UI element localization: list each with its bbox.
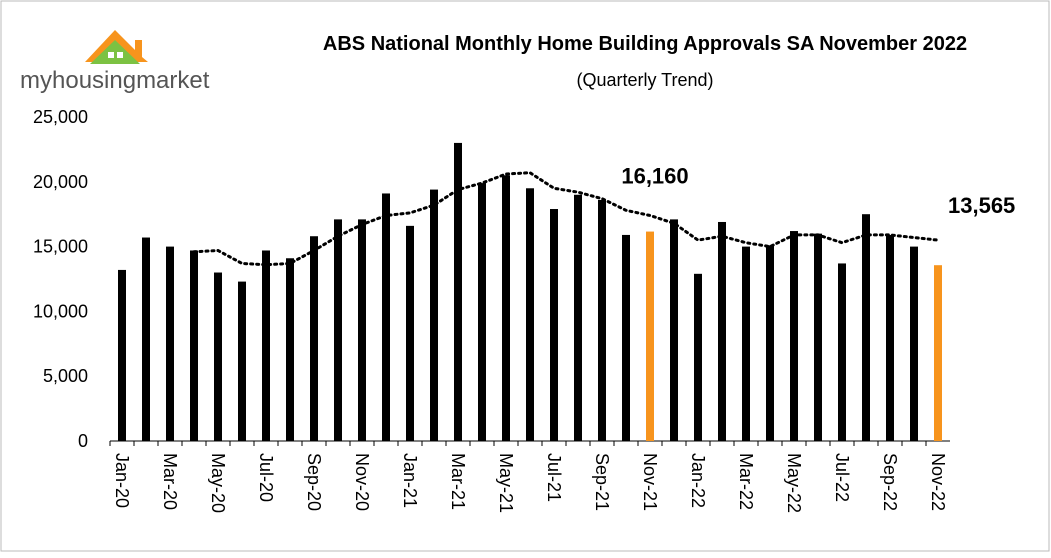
bar xyxy=(910,246,918,441)
bar xyxy=(670,219,678,441)
bar xyxy=(262,250,270,441)
bar xyxy=(430,189,438,441)
x-tick-label: Jul-21 xyxy=(544,453,564,502)
logo-house xyxy=(90,40,140,64)
logo: myhousingmarket xyxy=(20,30,210,94)
x-tick-label: Nov-20 xyxy=(352,453,372,511)
x-tick-label: Jan-20 xyxy=(112,453,132,508)
data-label: 13,565 xyxy=(948,193,1015,218)
bar xyxy=(214,272,222,441)
bar xyxy=(238,281,246,441)
bar xyxy=(118,269,126,441)
bar xyxy=(814,233,822,441)
x-tick-label: Sep-20 xyxy=(304,453,324,511)
bar xyxy=(142,237,150,441)
bar xyxy=(478,183,486,441)
bar xyxy=(862,214,870,441)
x-tick-label: May-22 xyxy=(784,453,804,513)
chart-subtitle: (Quarterly Trend) xyxy=(576,70,713,90)
trend-line xyxy=(192,171,940,267)
bar xyxy=(286,258,294,441)
x-tick-label: May-21 xyxy=(496,453,516,513)
bar xyxy=(502,175,510,441)
y-tick-label: 5,000 xyxy=(43,366,88,386)
bar xyxy=(694,273,702,441)
data-label: 16,160 xyxy=(621,164,688,189)
bar xyxy=(382,193,390,441)
bar xyxy=(742,246,750,441)
x-tick-label: Sep-22 xyxy=(880,453,900,511)
x-tick-label: Mar-20 xyxy=(160,453,180,510)
bar xyxy=(790,231,798,441)
x-tick-label: Nov-22 xyxy=(928,453,948,511)
bar xyxy=(406,225,414,441)
bar xyxy=(334,219,342,441)
bar xyxy=(550,209,558,441)
bar xyxy=(598,199,606,441)
bar xyxy=(526,188,534,441)
logo-window xyxy=(117,52,123,58)
bar xyxy=(838,263,846,441)
x-tick-label: Mar-22 xyxy=(736,453,756,510)
x-tick-label: Jan-21 xyxy=(400,453,420,508)
bar xyxy=(886,234,894,441)
bar xyxy=(718,221,726,441)
y-tick-label: 0 xyxy=(78,431,88,451)
bar xyxy=(646,231,654,441)
bar xyxy=(358,219,366,441)
bar xyxy=(766,245,774,441)
x-tick-label: May-20 xyxy=(208,453,228,513)
bar xyxy=(934,265,942,441)
x-tick-label: Jul-20 xyxy=(256,453,276,502)
logo-text: myhousingmarket xyxy=(20,67,210,94)
bar xyxy=(310,236,318,441)
x-tick-label: Sep-21 xyxy=(592,453,612,511)
x-tick-label: Mar-21 xyxy=(448,453,468,510)
bar xyxy=(574,194,582,441)
chart-title: ABS National Monthly Home Building Appro… xyxy=(323,33,967,55)
bar xyxy=(454,142,462,442)
y-tick-label: 15,000 xyxy=(33,237,88,257)
bar xyxy=(622,234,630,441)
logo-window xyxy=(108,52,114,58)
y-tick-label: 25,000 xyxy=(33,107,88,127)
x-tick-label: Nov-21 xyxy=(640,453,660,511)
y-tick-label: 20,000 xyxy=(33,172,88,192)
x-tick-label: Jan-22 xyxy=(688,453,708,508)
bar xyxy=(166,246,174,441)
y-tick-label: 10,000 xyxy=(33,301,88,321)
x-tick-label: Jul-22 xyxy=(832,453,852,502)
bar xyxy=(190,250,198,441)
